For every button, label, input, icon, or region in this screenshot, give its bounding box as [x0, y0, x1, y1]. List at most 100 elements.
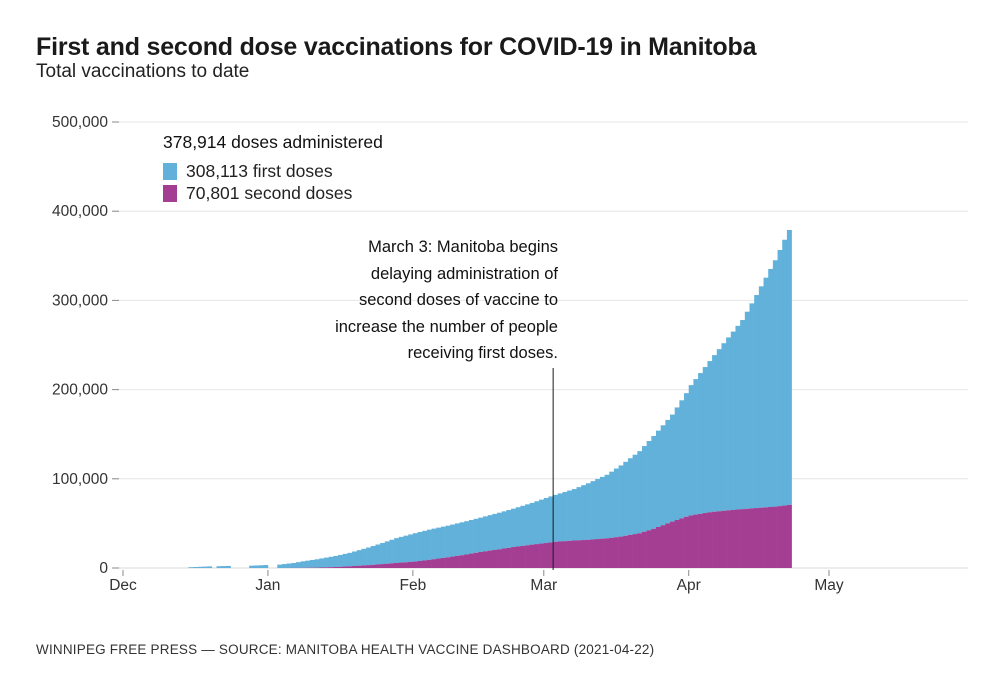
bar-first-doses	[426, 529, 432, 560]
bar-second-doses	[478, 551, 484, 568]
annotation-line-text: receiving first doses.	[407, 344, 558, 362]
x-axis-label: Dec	[109, 577, 137, 594]
bar-second-doses	[473, 552, 479, 568]
bar-second-doses	[698, 513, 704, 568]
legend-heading: 378,914 doses administered	[163, 132, 383, 152]
bar-second-doses	[618, 536, 624, 568]
bar-first-doses	[749, 303, 755, 509]
bar-second-doses	[347, 566, 353, 568]
bar-first-doses	[613, 468, 619, 538]
bar-second-doses	[599, 538, 605, 568]
bar-first-doses	[772, 260, 778, 507]
bar-second-doses	[576, 540, 582, 568]
bar-second-doses	[394, 562, 400, 568]
bar-second-doses	[497, 549, 503, 568]
bar-first-doses	[707, 361, 713, 513]
bar-first-doses	[436, 527, 442, 559]
bar-second-doses	[726, 510, 732, 568]
bar-second-doses	[613, 537, 619, 568]
bar-first-doses	[506, 510, 512, 548]
bar-second-doses	[641, 531, 647, 568]
bar-first-doses	[380, 543, 386, 565]
bar-second-doses	[492, 549, 498, 568]
bar-first-doses	[291, 563, 297, 568]
page-title: First and second dose vaccinations for C…	[36, 32, 757, 61]
bar-first-doses	[529, 502, 535, 545]
bar-first-doses	[651, 435, 657, 529]
bar-second-doses	[754, 508, 760, 568]
legend-item: 70,801 second doses	[163, 182, 383, 204]
x-axis-label: Mar	[530, 577, 557, 594]
annotation-line-text: increase the number of people	[335, 317, 558, 336]
bar-second-doses	[562, 541, 568, 568]
bar-second-doses	[543, 543, 549, 568]
bar-first-doses	[744, 311, 750, 509]
bar-first-doses	[483, 516, 488, 552]
bar-second-doses	[422, 560, 428, 568]
bar-first-doses	[693, 379, 699, 515]
bar-first-doses	[450, 524, 456, 557]
bar-second-doses	[534, 544, 540, 568]
bar-second-doses	[370, 564, 376, 568]
bar-first-doses	[459, 522, 465, 556]
bar-first-doses	[375, 544, 381, 565]
bar-second-doses	[679, 518, 685, 568]
bar-first-doses	[730, 331, 736, 510]
y-axis-label: 0	[99, 560, 108, 577]
bar-second-doses	[380, 564, 386, 568]
x-axis-label: May	[814, 577, 844, 594]
bar-first-doses	[319, 558, 325, 568]
bar-first-doses	[356, 550, 362, 566]
bar-first-doses	[417, 532, 423, 561]
bar-first-doses	[758, 286, 764, 508]
bar-first-doses	[665, 419, 671, 524]
bar-first-doses	[361, 548, 367, 566]
bar-second-doses	[356, 565, 362, 568]
bar-second-doses	[627, 534, 633, 568]
bar-second-doses	[417, 560, 423, 568]
bar-first-doses	[445, 525, 451, 558]
bar-second-doses	[777, 506, 783, 568]
bar-first-doses	[726, 337, 732, 511]
bar-second-doses	[450, 556, 456, 568]
bar-second-doses	[408, 561, 414, 568]
bar-first-doses	[674, 407, 680, 520]
bar-second-doses	[646, 530, 652, 568]
bar-first-doses	[702, 367, 708, 514]
bar-second-doses	[712, 511, 718, 568]
bar-first-doses	[216, 566, 222, 568]
bar-first-doses	[464, 521, 470, 555]
bar-second-doses	[707, 512, 713, 568]
bar-first-doses	[646, 441, 652, 531]
bar-second-doses	[721, 510, 727, 568]
bar-first-doses	[520, 505, 526, 546]
bar-first-doses	[763, 277, 769, 508]
bar-second-doses	[436, 558, 442, 568]
bar-second-doses	[744, 508, 750, 568]
bar-second-doses	[604, 538, 610, 568]
y-axis-label: 500,000	[52, 114, 108, 131]
bar-second-doses	[585, 539, 591, 568]
bar-first-doses	[562, 491, 568, 542]
bar-second-doses	[464, 554, 470, 568]
bar-first-doses	[286, 563, 292, 568]
bar-second-doses	[539, 543, 545, 568]
y-axis-label: 300,000	[52, 292, 108, 309]
bar-first-doses	[721, 343, 727, 511]
bar-second-doses	[328, 567, 334, 568]
bar-first-doses	[366, 547, 372, 566]
bar-first-doses	[193, 566, 199, 568]
bar-second-doses	[520, 545, 526, 568]
bar-second-doses	[702, 513, 708, 568]
bar-first-doses	[548, 496, 554, 543]
bar-first-doses	[277, 564, 283, 568]
bar-second-doses	[342, 566, 348, 568]
bar-first-doses	[595, 479, 601, 540]
bar-second-doses	[412, 561, 418, 568]
bar-first-doses	[314, 559, 320, 568]
bar-first-doses	[221, 566, 227, 568]
bar-first-doses	[412, 533, 418, 562]
bar-second-doses	[693, 514, 699, 568]
